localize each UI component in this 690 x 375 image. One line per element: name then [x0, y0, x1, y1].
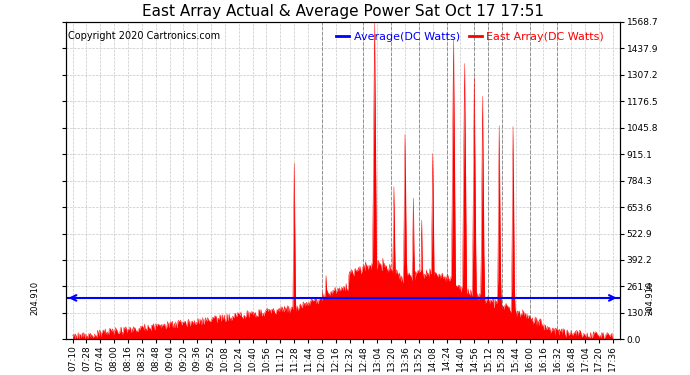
Title: East Array Actual & Average Power Sat Oct 17 17:51: East Array Actual & Average Power Sat Oc…	[141, 4, 544, 19]
Text: Copyright 2020 Cartronics.com: Copyright 2020 Cartronics.com	[68, 31, 221, 41]
Text: 204.910: 204.910	[31, 281, 40, 315]
Text: 204.910: 204.910	[646, 281, 655, 315]
Legend: Average(DC Watts), East Array(DC Watts): Average(DC Watts), East Array(DC Watts)	[331, 27, 609, 46]
